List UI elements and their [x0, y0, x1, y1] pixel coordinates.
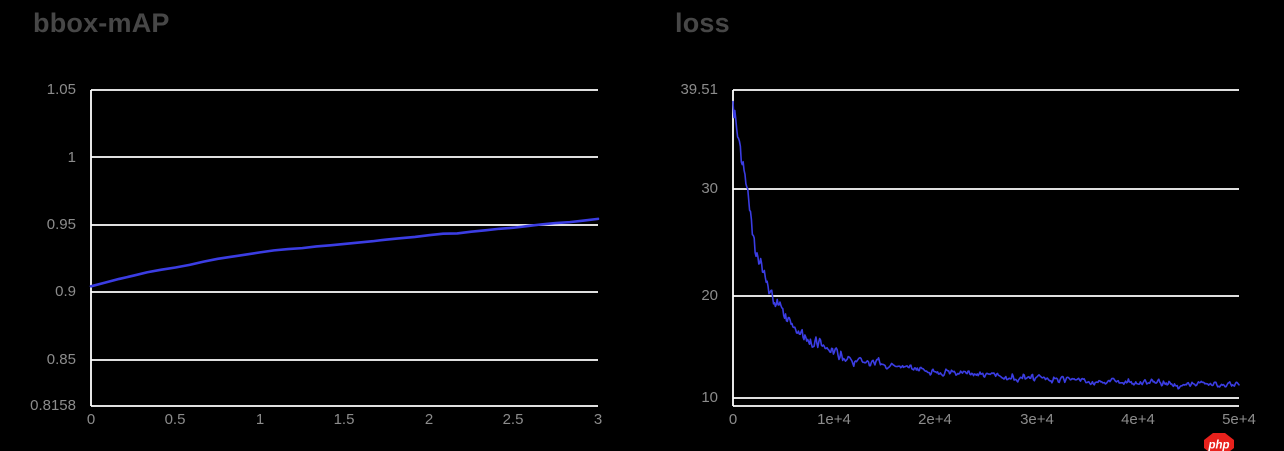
svg-text:php: php: [1207, 440, 1229, 451]
